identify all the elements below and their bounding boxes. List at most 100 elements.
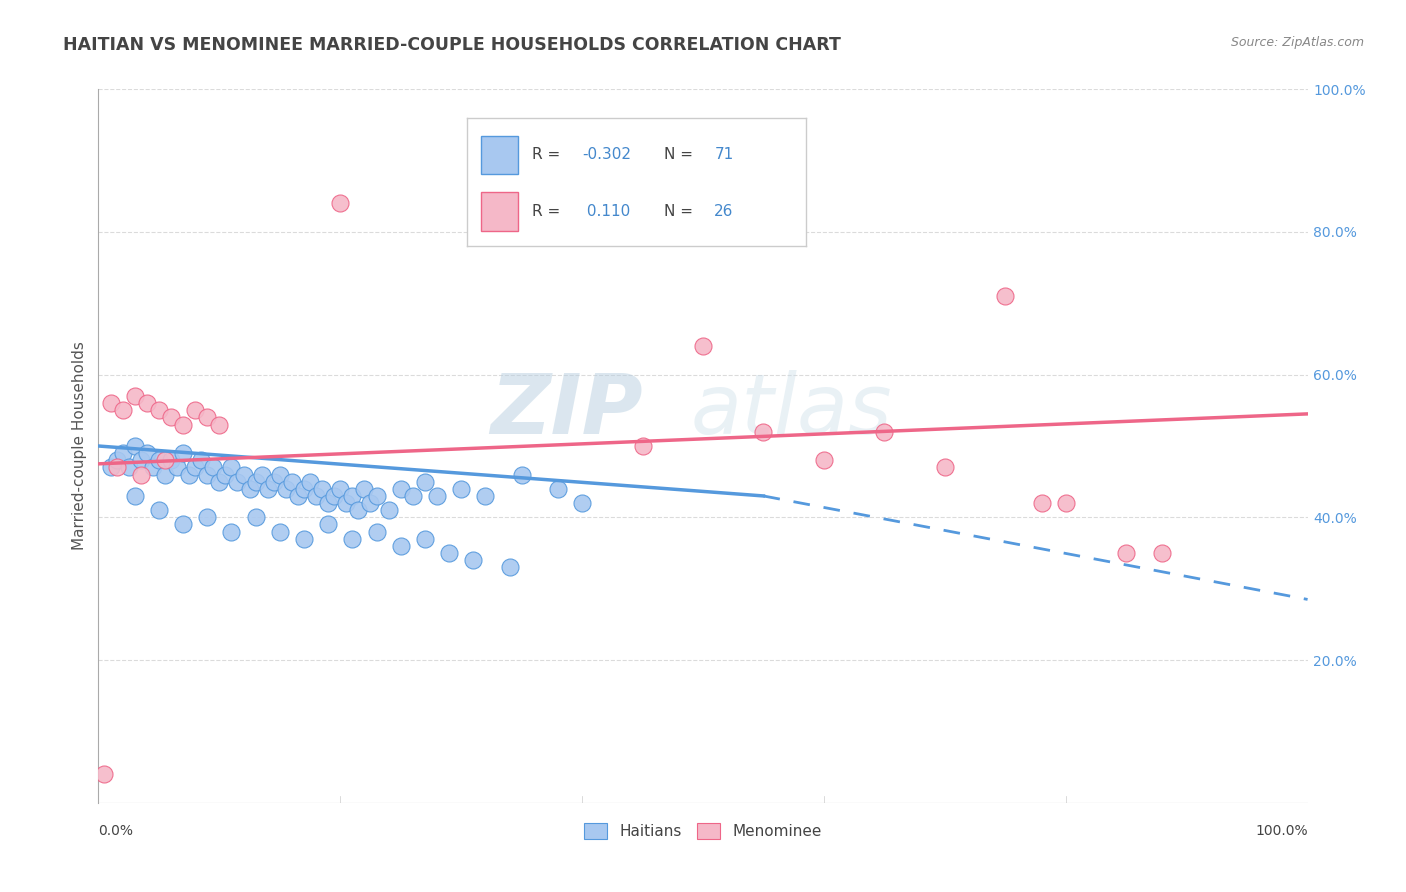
Point bbox=[934, 460, 956, 475]
Point bbox=[389, 539, 412, 553]
Point bbox=[184, 403, 207, 417]
Point bbox=[437, 546, 460, 560]
Point bbox=[752, 425, 775, 439]
Point bbox=[450, 482, 472, 496]
Point bbox=[342, 489, 364, 503]
Point bbox=[329, 482, 352, 496]
Point bbox=[135, 396, 157, 410]
Point bbox=[287, 489, 309, 503]
Point bbox=[148, 453, 170, 467]
Point bbox=[263, 475, 285, 489]
Point bbox=[195, 410, 218, 425]
Point bbox=[135, 446, 157, 460]
Point bbox=[316, 517, 339, 532]
Point bbox=[148, 403, 170, 417]
Point bbox=[172, 417, 194, 432]
Point bbox=[1031, 496, 1053, 510]
Point bbox=[281, 475, 304, 489]
Point bbox=[208, 475, 231, 489]
Point bbox=[335, 496, 357, 510]
Point bbox=[160, 410, 183, 425]
Point bbox=[195, 510, 218, 524]
Point bbox=[129, 467, 152, 482]
Point bbox=[100, 460, 122, 475]
Point bbox=[166, 460, 188, 475]
Text: HAITIAN VS MENOMINEE MARRIED-COUPLE HOUSEHOLDS CORRELATION CHART: HAITIAN VS MENOMINEE MARRIED-COUPLE HOUS… bbox=[63, 36, 841, 54]
Point bbox=[111, 446, 134, 460]
Point bbox=[510, 467, 533, 482]
Legend: Haitians, Menominee: Haitians, Menominee bbox=[578, 817, 828, 845]
Point bbox=[347, 503, 370, 517]
Point bbox=[366, 489, 388, 503]
Point bbox=[142, 460, 165, 475]
Point bbox=[1152, 546, 1174, 560]
Point bbox=[377, 503, 399, 517]
Point bbox=[342, 532, 364, 546]
Point bbox=[256, 482, 278, 496]
Text: atlas: atlas bbox=[690, 370, 893, 450]
Point bbox=[402, 489, 425, 503]
Point bbox=[124, 389, 146, 403]
Point bbox=[250, 467, 273, 482]
Point bbox=[153, 453, 176, 467]
Point bbox=[148, 503, 170, 517]
Point bbox=[105, 460, 128, 475]
Point bbox=[226, 475, 249, 489]
Point bbox=[245, 475, 267, 489]
Point bbox=[208, 417, 231, 432]
Point bbox=[413, 532, 436, 546]
Point bbox=[202, 460, 225, 475]
Point bbox=[274, 482, 297, 496]
Point bbox=[299, 475, 322, 489]
Point bbox=[179, 467, 201, 482]
Point bbox=[305, 489, 328, 503]
Point bbox=[232, 467, 254, 482]
Point bbox=[124, 489, 146, 503]
Point bbox=[160, 453, 183, 467]
Point bbox=[172, 517, 194, 532]
Point bbox=[221, 460, 243, 475]
Text: 0.0%: 0.0% bbox=[98, 824, 134, 838]
Point bbox=[463, 553, 485, 567]
Point bbox=[214, 467, 236, 482]
Text: 100.0%: 100.0% bbox=[1256, 824, 1308, 838]
Point bbox=[547, 482, 569, 496]
Point bbox=[426, 489, 449, 503]
Point bbox=[1115, 546, 1137, 560]
Point bbox=[631, 439, 654, 453]
Point bbox=[316, 496, 339, 510]
Point bbox=[129, 453, 152, 467]
Point bbox=[153, 467, 176, 482]
Point bbox=[311, 482, 333, 496]
Point bbox=[474, 489, 496, 503]
Point bbox=[172, 446, 194, 460]
Point bbox=[190, 453, 212, 467]
Point bbox=[269, 524, 291, 539]
Point bbox=[571, 496, 593, 510]
Point bbox=[195, 467, 218, 482]
Point bbox=[245, 510, 267, 524]
Point bbox=[269, 467, 291, 482]
Text: Source: ZipAtlas.com: Source: ZipAtlas.com bbox=[1230, 36, 1364, 49]
Point bbox=[413, 475, 436, 489]
Point bbox=[813, 453, 835, 467]
Point bbox=[292, 532, 315, 546]
Text: ZIP: ZIP bbox=[489, 370, 643, 450]
Point bbox=[366, 524, 388, 539]
Point bbox=[323, 489, 346, 503]
Point bbox=[498, 560, 520, 574]
Point bbox=[239, 482, 262, 496]
Point bbox=[292, 482, 315, 496]
Point bbox=[93, 767, 115, 781]
Point bbox=[353, 482, 375, 496]
Point bbox=[118, 460, 141, 475]
Point bbox=[329, 196, 352, 211]
Point bbox=[221, 524, 243, 539]
Point bbox=[389, 482, 412, 496]
Y-axis label: Married-couple Households: Married-couple Households bbox=[72, 342, 87, 550]
Point bbox=[100, 396, 122, 410]
Point bbox=[111, 403, 134, 417]
Point bbox=[994, 289, 1017, 303]
Point bbox=[124, 439, 146, 453]
Point bbox=[105, 453, 128, 467]
